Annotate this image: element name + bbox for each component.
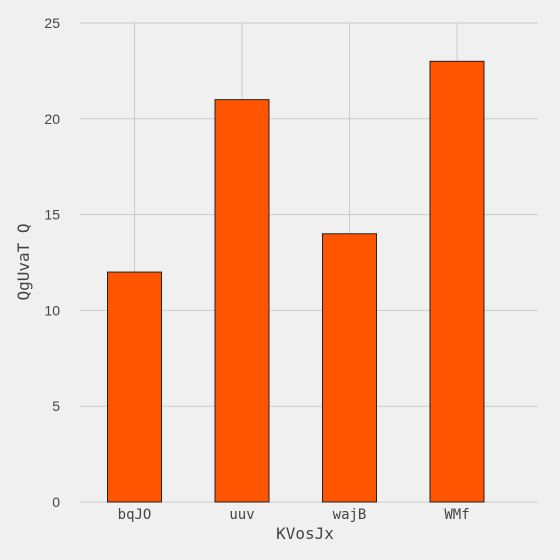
x-tick-label: bqJO: [118, 507, 152, 523]
x-tick-labels: bqJO uuv wajB WMf: [118, 507, 470, 523]
y-tick-labels: 0 5 10 15 20 25: [44, 15, 60, 510]
y-tick-label: 5: [52, 398, 60, 414]
x-axis-title: KVosJx: [276, 524, 334, 543]
y-tick-label: 15: [44, 207, 60, 223]
bar-uuv: [214, 99, 270, 503]
bar-bqJO: [107, 271, 162, 503]
y-tick-label: 10: [44, 302, 60, 318]
y-axis-title: QgUvaT Q: [14, 223, 33, 300]
y-tick-label: 25: [44, 15, 60, 31]
x-tick-label: WMf: [444, 507, 469, 523]
x-tick-label: uuv: [229, 507, 254, 523]
bar-WMf: [429, 60, 485, 503]
y-tick-label: 0: [52, 494, 60, 510]
x-tick-label: wajB: [333, 507, 367, 523]
y-tick-label: 20: [44, 111, 60, 127]
bar-wajB: [322, 233, 377, 503]
bars: [107, 60, 485, 503]
